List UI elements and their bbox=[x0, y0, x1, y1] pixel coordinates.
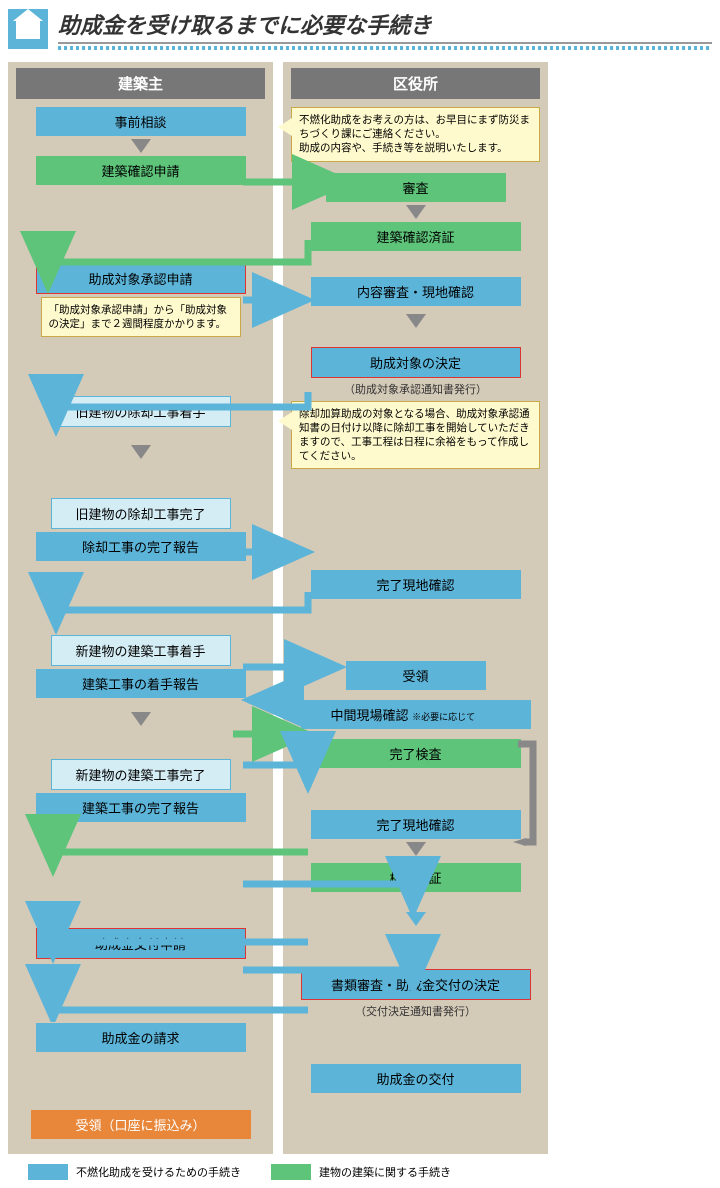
josei-kettei-sub: （助成対象承認通知書発行） bbox=[291, 381, 540, 397]
legend-green-label: 建物の建築に関する手続き bbox=[319, 1164, 451, 1180]
box-jokyo-chakushu: 旧建物の除却工事着手 bbox=[51, 396, 231, 427]
box-jizen: 事前相談 bbox=[36, 107, 246, 136]
box-chukan: 中間現場確認 ※必要に応じて bbox=[301, 700, 531, 729]
arrow-down-icon bbox=[406, 314, 426, 328]
arrow-down-icon bbox=[406, 912, 426, 926]
arrow-down-icon bbox=[131, 712, 151, 726]
arrow-down-icon bbox=[406, 842, 426, 856]
note-2: 「助成対象承認申請」から「助成対象の決定」まで２週間程度かかります。 bbox=[41, 297, 241, 337]
legend-blue-swatch bbox=[28, 1164, 68, 1180]
arrow-down-icon bbox=[131, 445, 151, 459]
flowchart-columns: 建築主 事前相談 建築確認申請 助成対象承認申請 「助成対象承認申請」から「助成… bbox=[8, 62, 712, 1154]
box-kakunin-zumi: 建築確認済証 bbox=[311, 222, 521, 251]
box-kofu: 助成金の交付 bbox=[311, 1064, 521, 1093]
box-kanryo-genchi2: 完了現地確認 bbox=[311, 810, 521, 839]
box-juryo: 受領 bbox=[346, 661, 486, 690]
box-chakushu-hokoku: 建築工事の着手報告 bbox=[36, 669, 246, 698]
box-uketori: 受領（口座に振込み） bbox=[31, 1110, 251, 1139]
box-shinsa: 審査 bbox=[326, 173, 506, 202]
col2-header: 区役所 bbox=[291, 68, 540, 99]
box-naiyo-shinsa: 内容審査・現地確認 bbox=[311, 277, 521, 306]
box-josei-shinsei: 助成対象承認申請 bbox=[36, 263, 246, 294]
legend: 不燃化助成を受けるための手続き 建物の建築に関する手続き bbox=[8, 1164, 712, 1180]
box-seikyu: 助成金の請求 bbox=[36, 1023, 246, 1052]
box-kanryo-kensa: 完了検査 bbox=[311, 739, 521, 768]
title-underline bbox=[58, 46, 712, 50]
arrow-down-icon bbox=[406, 205, 426, 219]
legend-green-swatch bbox=[271, 1164, 311, 1180]
column-owner: 建築主 事前相談 建築確認申請 助成対象承認申請 「助成対象承認申請」から「助成… bbox=[8, 62, 273, 1154]
box-kenchiku-shinsei: 建築確認申請 bbox=[36, 156, 246, 185]
page-header: 助成金を受け取るまでに必要な手続き bbox=[8, 8, 712, 50]
box-shorui-shinsa: 書類審査・助成金交付の決定 bbox=[301, 969, 531, 1000]
box-jokyo-kanryo: 旧建物の除却工事完了 bbox=[51, 498, 231, 529]
column-office: 区役所 不燃化助成をお考えの方は、お早目にまず防災まちづくり課にご連絡ください。… bbox=[283, 62, 548, 1154]
box-kanryo-genchi1: 完了現地確認 bbox=[311, 570, 521, 599]
box-kofu-shinsei: 助成金交付申請 bbox=[36, 928, 246, 959]
legend-blue-label: 不燃化助成を受けるための手続き bbox=[76, 1164, 241, 1180]
box-jokyo-hokoku: 除却工事の完了報告 bbox=[36, 532, 246, 561]
box-shin-chakushu: 新建物の建築工事着手 bbox=[51, 635, 231, 666]
arrow-down-icon bbox=[131, 139, 151, 153]
col1-header: 建築主 bbox=[16, 68, 265, 99]
page-title: 助成金を受け取るまでに必要な手続き bbox=[58, 8, 712, 44]
note-1: 不燃化助成をお考えの方は、お早目にまず防災まちづくり課にご連絡ください。 助成の… bbox=[291, 107, 540, 162]
box-shin-kanryo: 新建物の建築工事完了 bbox=[51, 759, 231, 790]
box-josei-kettei: 助成対象の決定 bbox=[311, 347, 521, 378]
note-3: 除却加算助成の対象となる場合、助成対象承認通知書の日付け以降に除却工事を開始して… bbox=[291, 401, 540, 470]
kofu-sub: （交付決定通知書発行） bbox=[291, 1003, 540, 1019]
house-icon bbox=[8, 9, 48, 49]
box-koji-kanryo-hokoku: 建築工事の完了報告 bbox=[36, 793, 246, 822]
box-kensa-zumi: 検査済証 bbox=[311, 863, 521, 892]
